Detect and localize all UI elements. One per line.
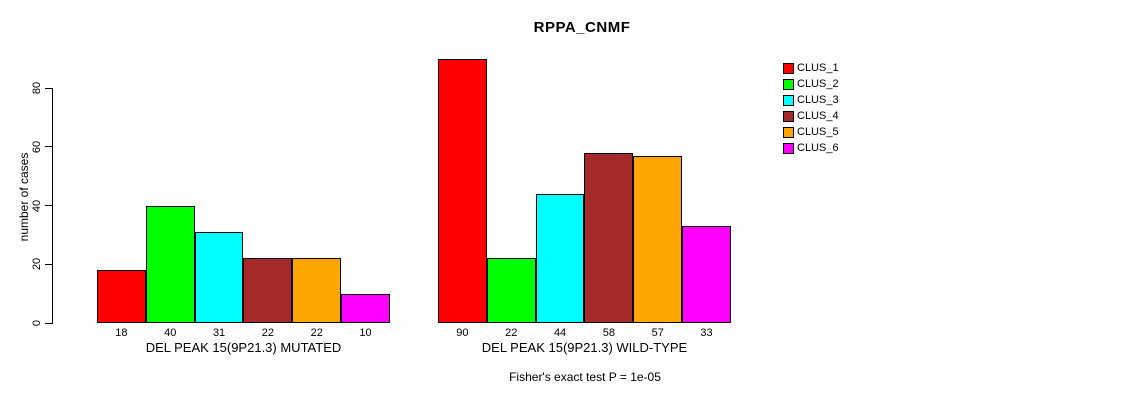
legend-label-clus_5: CLUS_5	[797, 126, 839, 138]
bar-clus_2-group1	[145, 205, 195, 323]
legend-label-clus_3: CLUS_3	[797, 94, 839, 106]
group-label: DEL PEAK 15(9P21.3) WILD-TYPE	[481, 340, 688, 355]
y-axis-tick-label: 80	[31, 81, 43, 95]
y-axis-tick-label: 40	[31, 199, 43, 212]
bar-clus_3-group1	[194, 231, 244, 323]
y-axis-tick	[45, 87, 52, 89]
legend-label-clus_4: CLUS_4	[797, 110, 839, 122]
legend-swatch-clus_6	[783, 143, 794, 154]
legend-label-clus_2: CLUS_2	[797, 78, 839, 90]
bar-clus_1-group2	[438, 58, 487, 323]
legend-swatch-clus_2	[783, 79, 794, 90]
bar-value-label: 22	[505, 327, 518, 339]
bar-clus_1-group1	[97, 270, 146, 323]
y-axis-label: number of cases	[17, 152, 31, 242]
bar-clus_6-group1	[341, 293, 390, 323]
bar-value-label: 58	[602, 327, 616, 339]
group-label: DEL PEAK 15(9P21.3) MUTATED	[145, 340, 342, 355]
legend-label-clus_1: CLUS_1	[797, 62, 839, 74]
chart-title: RPPA_CNMF	[533, 19, 631, 36]
bar-clus_6-group2	[682, 226, 731, 323]
bar-value-label: 22	[261, 327, 275, 339]
bar-value-label: 90	[456, 327, 469, 339]
y-axis-line	[52, 88, 53, 324]
bar-value-label: 22	[310, 327, 323, 339]
y-axis-tick	[45, 205, 52, 206]
legend-swatch-clus_4	[783, 111, 794, 122]
y-axis-tick	[45, 322, 52, 324]
bar-value-label: 31	[212, 327, 226, 339]
bar-value-label: 57	[651, 327, 664, 339]
y-axis-tick-label: 0	[31, 319, 43, 327]
fisher-test-annotation: Fisher's exact test P = 1e-05	[509, 370, 661, 384]
bar-clus_4-group1	[243, 258, 293, 323]
y-axis-tick-label: 60	[31, 140, 43, 153]
bar-clus_3-group2	[535, 193, 585, 323]
bar-clus_5-group1	[292, 258, 342, 323]
legend-swatch-clus_1	[783, 63, 794, 74]
bar-value-label: 40	[164, 327, 177, 339]
legend-label-clus_6: CLUS_6	[797, 142, 839, 154]
legend-swatch-clus_3	[783, 95, 794, 106]
y-axis-tick	[45, 263, 52, 265]
bar-value-label: 44	[553, 327, 567, 339]
bar-clus_4-group2	[584, 152, 634, 323]
bar-value-label: 33	[700, 327, 713, 339]
legend-swatch-clus_5	[783, 127, 794, 138]
bar-clus_5-group2	[633, 155, 683, 323]
bar-value-label: 10	[359, 327, 372, 339]
bar-value-label: 18	[115, 327, 128, 339]
bar-clus_2-group2	[486, 258, 536, 323]
y-axis-tick-label: 20	[31, 258, 43, 271]
y-axis-tick	[45, 146, 52, 148]
